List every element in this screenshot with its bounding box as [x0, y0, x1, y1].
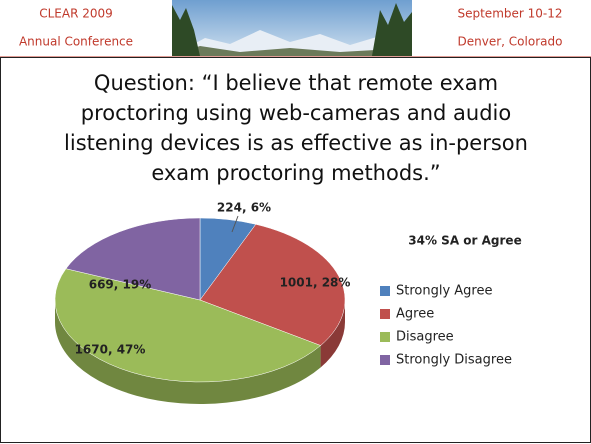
data-label: 1670, 47%: [75, 343, 146, 357]
header-right: September 10-12: [457, 7, 562, 21]
legend-label: Agree: [396, 307, 434, 322]
slice: [65, 217, 201, 301]
slice-side: [55, 300, 321, 404]
legend-label: Strongly Agree: [396, 284, 493, 299]
header-image: [172, 0, 412, 56]
question-line: listening devices is as effective as in-…: [64, 131, 528, 155]
legend-swatch: [380, 355, 390, 365]
question-line: Question: “I believe that remote exam: [94, 71, 498, 95]
annotation: 34% SA or Agree: [408, 234, 521, 248]
header-left: CLEAR 2009: [39, 7, 113, 21]
header-right: Denver, Colorado: [458, 35, 563, 49]
legend-label: Disagree: [396, 330, 454, 345]
data-label: 1001, 28%: [280, 276, 351, 290]
slice: [54, 268, 322, 383]
legend-swatch: [380, 309, 390, 319]
data-label: 224, 6%: [217, 201, 271, 215]
slice-side: [320, 300, 345, 368]
legend-swatch: [380, 332, 390, 342]
question-line: proctoring using web-cameras and audio: [81, 101, 511, 125]
legend-label: Strongly Disagree: [396, 353, 512, 368]
legend-swatch: [380, 286, 390, 296]
question-line: exam proctoring methods.”: [151, 161, 440, 185]
leader-line: [231, 215, 239, 233]
header-left: Annual Conference: [19, 35, 133, 49]
slice: [199, 224, 346, 346]
data-label: 669, 19%: [89, 278, 152, 292]
